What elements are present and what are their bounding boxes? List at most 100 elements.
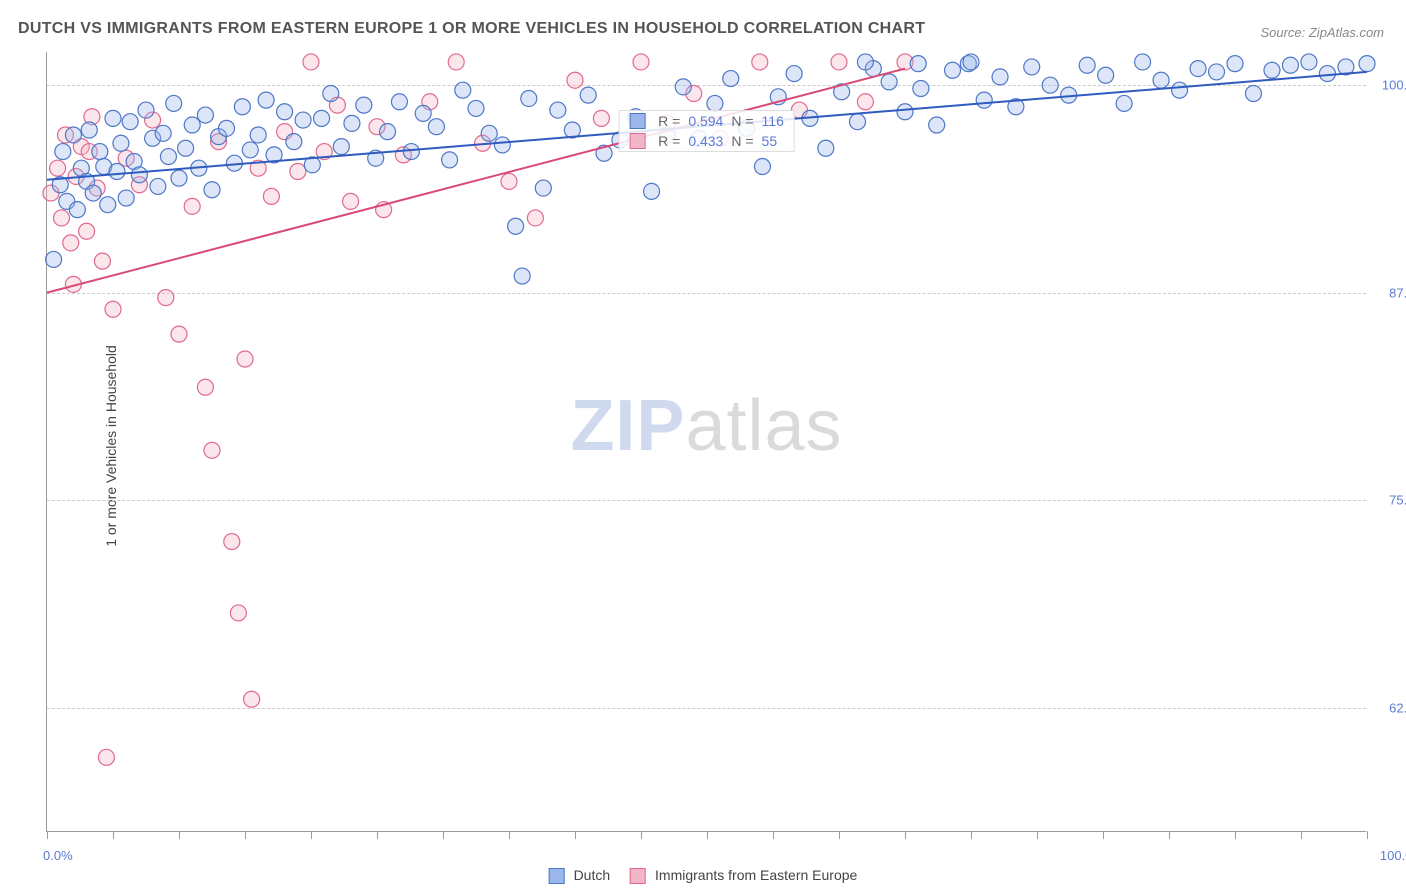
- data-point: [224, 534, 240, 550]
- data-point: [514, 268, 530, 284]
- data-point: [675, 79, 691, 95]
- data-point: [468, 100, 484, 116]
- data-point: [786, 66, 802, 82]
- data-point: [197, 107, 213, 123]
- data-point: [356, 97, 372, 113]
- data-point: [171, 170, 187, 186]
- data-point: [1079, 57, 1095, 73]
- data-point: [54, 210, 70, 226]
- y-tick-label: 100.0%: [1374, 78, 1406, 93]
- data-point: [593, 110, 609, 126]
- data-point: [521, 90, 537, 106]
- data-point: [122, 114, 138, 130]
- data-point: [428, 119, 444, 135]
- data-point: [242, 142, 258, 158]
- data-point: [910, 56, 926, 72]
- data-point: [105, 110, 121, 126]
- data-point: [303, 54, 319, 70]
- data-point: [403, 144, 419, 160]
- data-point: [1359, 56, 1375, 72]
- data-point: [92, 144, 108, 160]
- source-attribution: Source: ZipAtlas.com: [1260, 25, 1384, 40]
- x-tick: [113, 831, 114, 839]
- data-point: [197, 379, 213, 395]
- data-point: [1227, 56, 1243, 72]
- data-point: [897, 104, 913, 120]
- data-point: [1282, 57, 1298, 73]
- data-point: [258, 92, 274, 108]
- data-point: [857, 94, 873, 110]
- r-label: R =: [658, 133, 680, 149]
- data-point: [295, 112, 311, 128]
- chart-title: DUTCH VS IMMIGRANTS FROM EASTERN EUROPE …: [18, 20, 925, 38]
- data-point: [219, 120, 235, 136]
- data-point: [391, 94, 407, 110]
- data-point: [98, 749, 114, 765]
- data-point: [442, 152, 458, 168]
- data-point: [81, 122, 97, 138]
- r-value-dutch: 0.594: [688, 113, 723, 129]
- data-point: [105, 301, 121, 317]
- correlation-legend: R = 0.594 N = 116 R = 0.433 N = 55: [618, 110, 795, 152]
- data-point: [237, 351, 253, 367]
- data-point: [1301, 54, 1317, 70]
- data-point: [263, 188, 279, 204]
- x-tick: [1301, 831, 1302, 839]
- legend-item-dutch: Dutch: [549, 867, 610, 884]
- data-point: [158, 290, 174, 306]
- data-point: [1042, 77, 1058, 93]
- data-point: [113, 135, 129, 151]
- n-label: N =: [731, 113, 753, 129]
- data-point: [963, 54, 979, 70]
- data-point: [65, 127, 81, 143]
- data-point: [166, 95, 182, 111]
- x-tick: [575, 831, 576, 839]
- data-point: [929, 117, 945, 133]
- x-tick: [1103, 831, 1104, 839]
- data-point: [580, 87, 596, 103]
- data-point: [344, 115, 360, 131]
- data-point: [184, 198, 200, 214]
- data-point: [380, 124, 396, 140]
- data-point: [818, 140, 834, 156]
- data-point: [234, 99, 250, 115]
- data-point: [323, 85, 339, 101]
- data-point: [494, 137, 510, 153]
- data-point: [290, 163, 306, 179]
- x-tick: [245, 831, 246, 839]
- y-tick-label: 75.0%: [1374, 493, 1406, 508]
- plot-area: ZIPatlas R = 0.594 N = 116 R = 0.433 N =…: [46, 52, 1366, 832]
- scatter-svg: [47, 52, 1366, 831]
- data-point: [527, 210, 543, 226]
- data-point: [155, 125, 171, 141]
- data-point: [1319, 66, 1335, 82]
- x-tick: [179, 831, 180, 839]
- legend-swatch-eeu: [629, 133, 645, 149]
- data-point: [754, 159, 770, 175]
- data-point: [481, 125, 497, 141]
- data-point: [131, 167, 147, 183]
- y-tick-label: 87.5%: [1374, 285, 1406, 300]
- data-point: [46, 251, 62, 267]
- data-point: [1264, 62, 1280, 78]
- x-tick: [377, 831, 378, 839]
- data-point: [976, 92, 992, 108]
- data-point: [1245, 85, 1261, 101]
- data-point: [1209, 64, 1225, 80]
- n-value-eeu: 55: [762, 133, 778, 149]
- legend-swatch-dutch-icon: [549, 868, 565, 884]
- data-point: [1135, 54, 1151, 70]
- data-point: [333, 139, 349, 155]
- legend-swatch-eeu-icon: [630, 868, 646, 884]
- x-axis-min-label: 0.0%: [43, 848, 73, 863]
- data-point: [857, 54, 873, 70]
- data-point: [50, 160, 66, 176]
- x-tick: [1235, 831, 1236, 839]
- y-tick-label: 62.5%: [1374, 700, 1406, 715]
- data-point: [184, 117, 200, 133]
- legend-swatch-dutch: [629, 113, 645, 129]
- legend-label-dutch: Dutch: [574, 867, 611, 883]
- data-point: [455, 82, 471, 98]
- data-point: [244, 691, 260, 707]
- data-point: [945, 62, 961, 78]
